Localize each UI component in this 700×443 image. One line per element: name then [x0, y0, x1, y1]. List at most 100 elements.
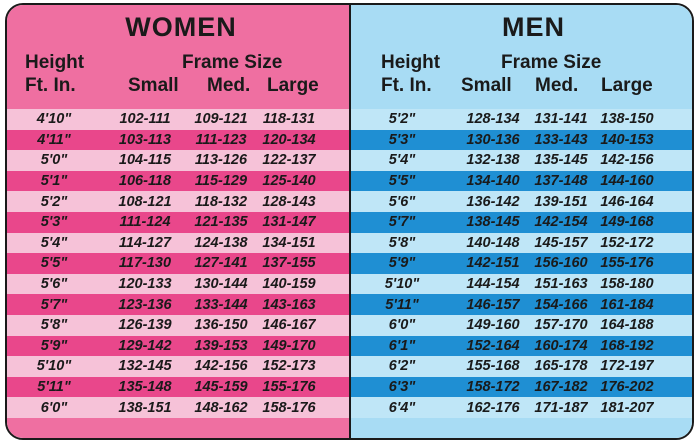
men-table-row: 6'3" 158-172 167-182 176-202: [351, 376, 692, 398]
women-large-cell: 122-137: [262, 152, 316, 169]
women-med-cell: 139-153: [194, 337, 248, 354]
women-med-header: Med.: [207, 75, 251, 96]
men-table-row: 6'1" 152-164 160-174 168-192: [351, 335, 692, 357]
men-height-cell: 6'4": [388, 399, 416, 416]
women-large-cell: 155-176: [262, 379, 316, 396]
men-rows: 5'2" 128-134 131-141 138-150 5'3" 130-136 133-…: [351, 109, 692, 418]
women-small-header: Small: [128, 75, 179, 96]
women-height-cell: 5'0": [40, 152, 68, 169]
women-frame-size-label: Frame Size: [182, 52, 283, 73]
men-small-cell: 136-142: [466, 193, 520, 210]
women-large-cell: 128-143: [262, 193, 316, 210]
women-med-cell: 111-123: [195, 131, 247, 148]
women-med-cell: 118-132: [194, 193, 248, 210]
men-table-row: 5'2" 128-134 131-141 138-150: [351, 109, 692, 130]
men-large-cell: 142-156: [600, 152, 654, 169]
women-height-cell: 5'8": [40, 317, 68, 334]
men-med-header: Med.: [535, 75, 579, 96]
women-table-row: 5'11" 135-148 145-159 155-176: [7, 376, 349, 398]
men-height-cell: 5'6": [388, 193, 416, 210]
men-small-cell: 140-148: [466, 234, 520, 251]
men-small-cell: 132-138: [466, 152, 520, 169]
women-med-cell: 145-159: [194, 379, 248, 396]
men-height-cell: 6'0": [388, 317, 416, 334]
women-panel: WOMEN Height Ft. In. Frame Size Small Me…: [7, 5, 349, 438]
men-large-cell: 168-192: [600, 337, 654, 354]
men-table-row: 6'0" 149-160 157-170 164-188: [351, 314, 692, 336]
women-large-cell: 131-147: [262, 214, 316, 231]
women-height-cell: 5'3": [40, 214, 68, 231]
women-large-header: Large: [267, 75, 319, 96]
women-height-cell: 4'11": [37, 131, 71, 148]
men-med-cell: 145-157: [534, 234, 588, 251]
women-height-cell: 5'7": [40, 296, 68, 313]
men-large-cell: 138-150: [600, 111, 654, 128]
men-med-cell: 157-170: [534, 317, 588, 334]
women-table-row: 4'11" 103-113 111-123 120-134: [7, 129, 349, 151]
men-large-cell: 181-207: [600, 399, 654, 416]
men-height-cell: 5'8": [388, 234, 416, 251]
women-large-cell: 137-155: [262, 255, 316, 272]
women-height-label: Height: [25, 52, 85, 73]
women-small-cell: 117-130: [118, 255, 172, 272]
women-small-cell: 132-145: [118, 358, 172, 375]
men-height-cell: 5'2": [388, 111, 416, 128]
men-table-row: 5'6" 136-142 139-151 146-164: [351, 191, 692, 212]
men-small-cell: 128-134: [466, 111, 520, 128]
women-small-cell: 135-148: [118, 379, 172, 396]
women-small-cell: 138-151: [118, 399, 172, 416]
women-units-label: Ft. In.: [25, 75, 76, 96]
men-large-cell: 155-176: [600, 255, 654, 272]
women-height-cell: 6'0": [40, 399, 68, 416]
men-table-row: 6'4" 162-176 171-187 181-207: [351, 397, 692, 418]
women-height-cell: 5'9": [40, 337, 68, 354]
men-small-cell: 138-145: [466, 214, 520, 231]
men-small-header: Small: [461, 75, 512, 96]
men-large-cell: 161-184: [600, 296, 654, 313]
women-height-cell: 4'10": [36, 111, 72, 128]
women-small-cell: 111-124: [119, 214, 171, 231]
women-table-row: 5'8" 126-139 136-150 146-167: [7, 314, 349, 336]
men-height-cell: 6'2": [388, 358, 416, 375]
women-small-cell: 120-133: [118, 276, 172, 293]
men-large-cell: 146-164: [600, 193, 654, 210]
men-units-label: Ft. In.: [381, 75, 432, 96]
men-med-cell: 167-182: [534, 379, 588, 396]
men-height-cell: 6'3": [388, 379, 416, 396]
women-table-row: 5'9" 129-142 139-153 149-170: [7, 335, 349, 357]
men-large-cell: 164-188: [600, 317, 654, 334]
men-small-cell: 134-140: [466, 173, 520, 190]
men-height-cell: 5'5": [388, 173, 416, 190]
men-height-cell: 5'3": [388, 131, 416, 148]
men-small-cell: 158-172: [466, 379, 520, 396]
men-large-cell: 172-197: [600, 358, 654, 375]
women-small-cell: 104-115: [118, 152, 172, 169]
women-small-cell: 114-127: [118, 234, 172, 251]
women-height-cell: 5'11": [37, 379, 71, 396]
women-height-cell: 5'5": [40, 255, 68, 272]
women-table-row: 5'1" 106-118 115-129 125-140: [7, 170, 349, 192]
women-rows: 4'10" 102-111 109-121 118-131 4'11" 103-113 11…: [7, 109, 349, 418]
women-large-cell: 120-134: [262, 131, 316, 148]
women-height-cell: 5'1": [40, 173, 68, 190]
men-med-cell: 142-154: [534, 214, 588, 231]
women-large-cell: 158-176: [262, 399, 316, 416]
men-table-row: 5'9" 142-151 156-160 155-176: [351, 253, 692, 274]
men-med-cell: 160-174: [534, 337, 588, 354]
women-small-cell: 106-118: [118, 173, 172, 190]
men-table-row: 5'7" 138-145 142-154 149-168: [351, 211, 692, 233]
men-height-label: Height: [381, 52, 441, 73]
women-med-cell: 109-121: [194, 111, 248, 128]
men-med-cell: 156-160: [534, 255, 588, 272]
men-panel: MEN Height Ft. In. Frame Size Small Med.…: [349, 5, 692, 438]
women-small-cell: 123-136: [118, 296, 172, 313]
men-table-row: 5'4" 132-138 135-145 142-156: [351, 150, 692, 171]
women-table-row: 5'3" 111-124 121-135 131-147: [7, 211, 349, 233]
men-height-cell: 5'7": [388, 214, 416, 231]
men-small-cell: 142-151: [466, 255, 520, 272]
women-med-cell: 130-144: [194, 276, 248, 293]
women-table-row: 5'7" 123-136 133-144 143-163: [7, 294, 349, 315]
men-small-cell: 162-176: [466, 399, 520, 416]
men-small-cell: 146-157: [466, 296, 520, 313]
men-med-cell: 151-163: [534, 276, 588, 293]
